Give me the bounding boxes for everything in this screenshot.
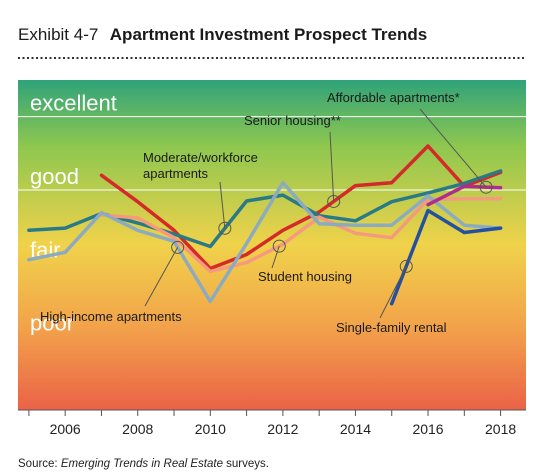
x-tick-label-2010: 2010 [195,421,226,437]
series-line-0 [99,144,503,271]
annotation-leaders [144,108,493,319]
chart-title: Apartment Investment Prospect Trends [110,25,427,44]
series-lines [27,144,503,306]
annotation-leader-4 [271,245,280,269]
series-line-5 [389,208,503,306]
x-tick-label-2006: 2006 [50,421,81,437]
plot-background [18,80,526,410]
annotation-label-0: Affordable apartments* [327,90,460,105]
exhibit-heading: Exhibit 4-7 Apartment Investment Prospec… [18,25,427,44]
annotation-marker-5 [171,240,185,254]
annotation-marker-4 [272,239,286,253]
series-line-4 [426,184,503,207]
x-tick-label-2018: 2018 [485,421,516,437]
band-label-poor: poor [30,311,74,336]
source-prefix: Source: [18,458,61,470]
annotation-label-3: apartments [143,166,209,181]
annotation-leader-0 [419,108,487,188]
annotation-label-4: Student housing [258,269,352,284]
annotation-marker-2 [218,221,232,235]
x-tick-label-2014: 2014 [340,421,371,437]
annotation-marker-0 [479,180,493,194]
annotation-marker-1 [327,194,341,208]
annotation-label-5: High-income apartments [40,309,182,324]
annotation-leader-5 [144,247,179,307]
annotation-marker-6 [399,259,413,273]
x-tick-label-2012: 2012 [267,421,298,437]
annotation-label-6: Single-family rental [336,320,447,335]
annotation-label-1: Senior housing** [244,113,341,128]
band-label-good: good [30,164,79,189]
annotation-leader-2 [219,181,226,229]
source-note: Source: Emerging Trends in Real Estate s… [18,458,269,470]
source-publication: Emerging Trends in Real Estate [61,458,223,470]
series-line-3 [27,180,503,304]
annotation-labels: Affordable apartments* Senior housing** Mo… [40,90,460,335]
x-tick-label-2016: 2016 [412,421,443,437]
annotation-leader-6 [379,266,407,319]
band-label-excellent: excellent [30,91,117,116]
source-suffix: surveys. [223,458,269,470]
x-tick-label-2008: 2008 [122,421,153,437]
exhibit-label: Exhibit 4-7 [18,25,98,44]
annotation-label-2: Moderate/workforce [143,150,258,165]
x-axis: 2006 2008 2010 2012 2014 2016 2018 [28,410,516,437]
annotation-leader-1 [329,131,335,202]
